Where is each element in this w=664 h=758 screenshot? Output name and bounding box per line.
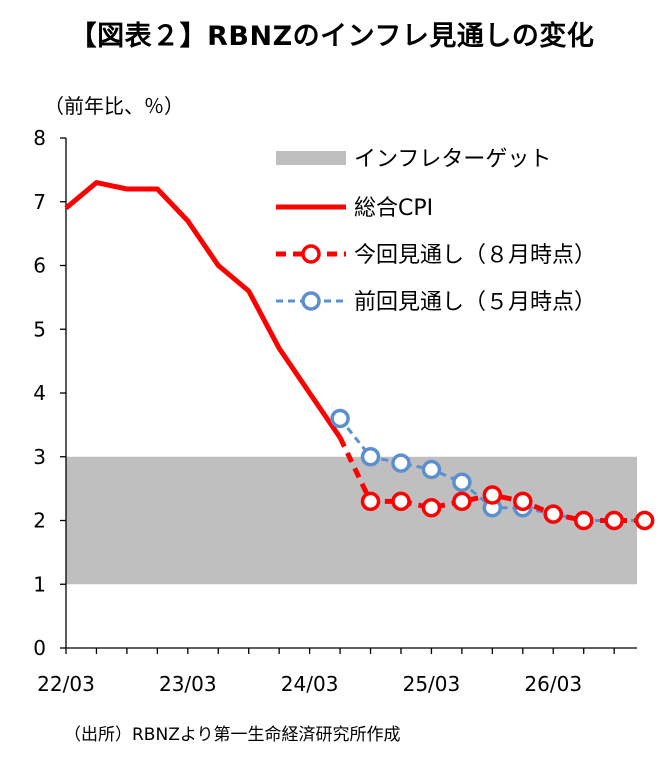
- series-2-point: [421, 459, 442, 480]
- target-band-layer: [66, 456, 637, 585]
- series-1-point: [634, 510, 655, 531]
- series-1-point: [421, 498, 442, 518]
- series-1-point: [513, 491, 533, 512]
- y-tick-label: 6: [33, 254, 46, 278]
- source-note: （出所）RBNZより第一生命経済研究所作成: [64, 725, 401, 745]
- series-1-point: [452, 491, 472, 512]
- series-1-point: [573, 510, 594, 531]
- series-1-point: [360, 491, 381, 512]
- series-1-point: [391, 491, 411, 512]
- x-tick-label: 25/03: [403, 672, 461, 696]
- series-line-0: [64, 180, 343, 440]
- axes: 0 1 2 3 4 5 6 7 8 22/03 23/03 24/03 25/03 26/03: [33, 126, 637, 696]
- legend-swatch-target-band: [276, 151, 346, 165]
- y-tick-label: 4: [33, 381, 46, 405]
- x-tick-label: 24/03: [281, 672, 339, 696]
- x-tick-label: 23/03: [159, 672, 217, 696]
- y-tick-label: 0: [33, 636, 46, 660]
- series-1-point: [543, 504, 564, 524]
- legend-marker-series-1: [301, 244, 321, 264]
- y-tick-label: 3: [33, 445, 46, 469]
- series-1-point: [604, 510, 624, 531]
- y-tick-label: 5: [33, 317, 46, 341]
- target-band: [66, 456, 637, 585]
- x-tick-label: 22/03: [37, 672, 95, 696]
- x-tick-label: 26/03: [524, 672, 582, 696]
- legend-label-series-2: 前回見通し（５月時点）: [354, 290, 596, 315]
- series-2-point: [330, 408, 350, 429]
- y-tick-label: 8: [33, 126, 46, 150]
- series-2-point: [360, 447, 381, 467]
- legend-label-series-1: 今回見通し（８月時点）: [354, 243, 596, 268]
- y-tick-label: 2: [33, 509, 46, 533]
- series-layer: [64, 180, 655, 531]
- legend-marker-series-2: [301, 291, 321, 311]
- legend-label-series-0: 総合CPI: [354, 196, 433, 221]
- series-2-point: [452, 472, 472, 492]
- y-axis-unit-label: （前年比、％）: [44, 94, 184, 118]
- series-1-point: [482, 485, 503, 505]
- y-tick-label: 1: [33, 572, 46, 596]
- series-2-point: [391, 453, 411, 473]
- chart-title: 【図表２】RBNZのインフレ見通しの変化: [69, 21, 595, 52]
- y-tick-label: 7: [33, 190, 46, 214]
- legend-label-target-band: インフレターゲット: [354, 147, 551, 172]
